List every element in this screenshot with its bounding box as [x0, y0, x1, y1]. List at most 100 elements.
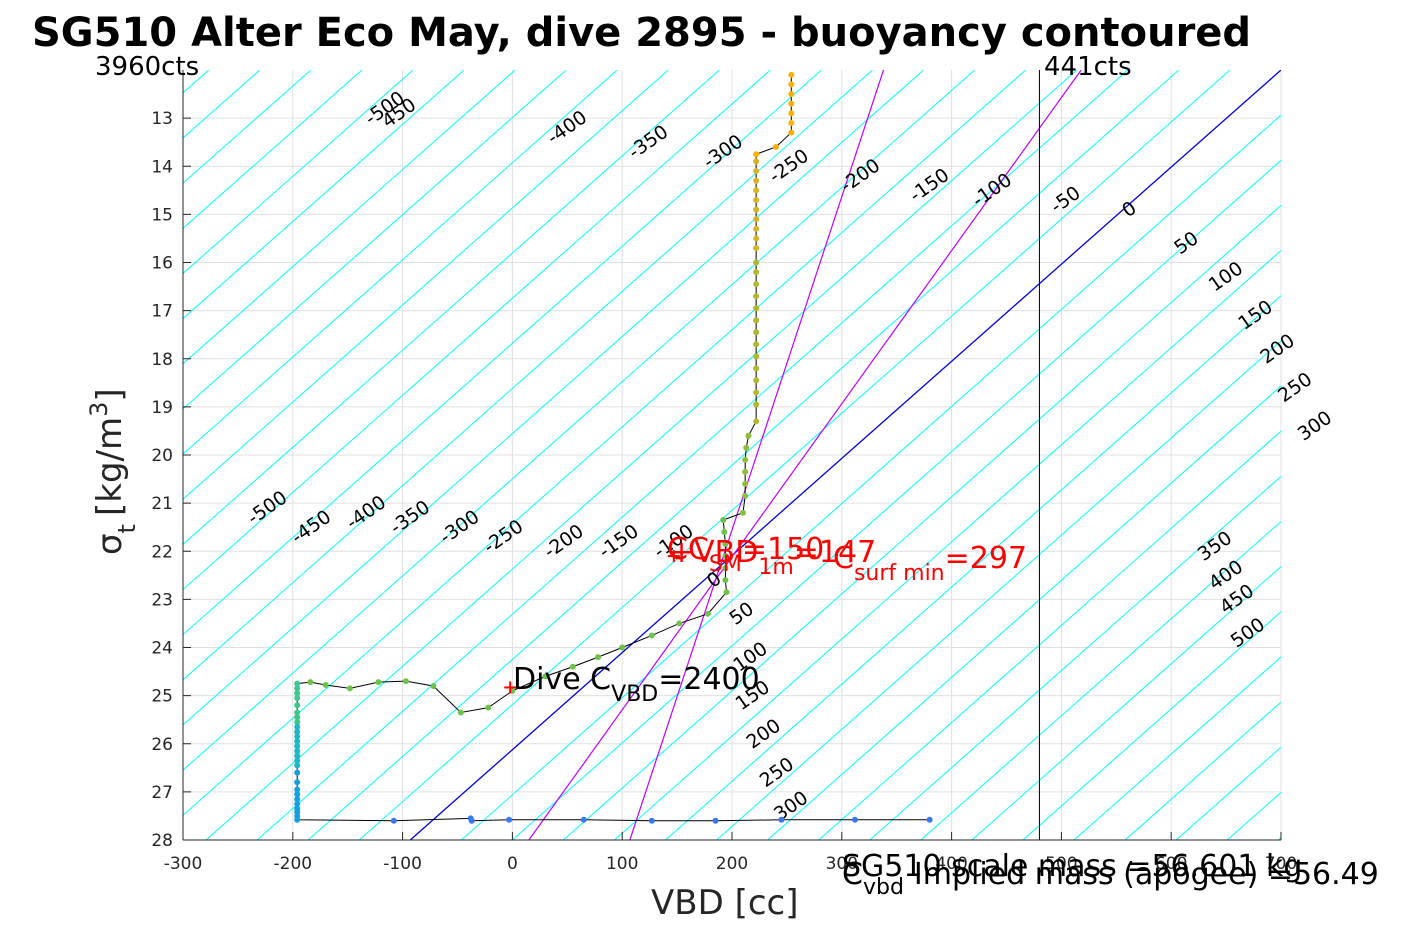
implied-mass-label: Cvbd Implied mass (apogee) =56.49: [842, 857, 1379, 900]
y-axis-label-sup: 3: [85, 402, 113, 417]
data-point: [648, 817, 655, 824]
data-point: [753, 365, 760, 372]
contour-line: [183, 70, 822, 636]
data-point: [390, 817, 397, 824]
data-point: [753, 168, 760, 175]
contour-line: [0, 70, 158, 840]
y-tick-label: 19: [151, 398, 173, 418]
data-point: [753, 216, 760, 223]
y-tick-label: 15: [151, 205, 173, 225]
data-point: [322, 682, 329, 689]
contour-line: [563, 204, 1281, 840]
data-point: [851, 816, 858, 823]
data-point: [294, 762, 301, 769]
contour-line: [183, 70, 363, 229]
surf-min-value: =297: [945, 541, 1027, 576]
scale-mass-label: SG510 scale mass =56.601 kg: [842, 849, 1302, 884]
contour-line: [183, 70, 414, 275]
contour-line: [183, 70, 618, 455]
data-point: [506, 816, 513, 823]
data-point: [294, 796, 301, 803]
data-point: [753, 305, 760, 312]
contour-line: [1277, 836, 1281, 840]
contour-line-magenta: [629, 70, 885, 840]
y-tick-label: 27: [151, 783, 173, 803]
data-point: [722, 577, 729, 584]
data-point: [648, 632, 655, 639]
contour-line: [358, 70, 1231, 840]
data-point: [721, 529, 728, 535]
data-point: [676, 620, 683, 627]
data-point: [722, 541, 729, 548]
y-tick-label: 26: [151, 735, 173, 755]
data-point: [753, 177, 760, 184]
y-tick-label: 21: [151, 494, 173, 514]
x-tick-label: 500: [1045, 854, 1077, 874]
data-point: [294, 757, 301, 764]
contour-line: [183, 70, 720, 545]
buoyancy-contours: [0, 70, 1281, 840]
data-point: [294, 695, 301, 702]
y-tick-label: 20: [151, 446, 173, 466]
x-tick-label: 700: [1265, 854, 1297, 874]
data-point: [294, 786, 301, 793]
data-point: [294, 714, 301, 721]
data-point: [294, 738, 301, 745]
data-point: [468, 817, 475, 824]
data-point: [595, 654, 602, 661]
data-point: [294, 800, 301, 807]
data-point: [788, 110, 795, 117]
x-axis-label: VBD [cc]: [651, 883, 799, 923]
chart-title: SG510 Alter Eco May, dive 2895 - buoyanc…: [32, 10, 1251, 56]
data-point: [294, 733, 301, 740]
data-point: [753, 401, 760, 408]
data-point: [743, 444, 750, 451]
y-tick-label: 24: [151, 639, 173, 659]
contour-line: [1073, 656, 1281, 840]
data-point: [753, 235, 760, 242]
data-point: [753, 329, 760, 336]
contour-line: [512, 159, 1281, 840]
y-tick-label: 22: [151, 542, 173, 562]
csm-value: =150: [742, 532, 824, 567]
contour-line: [205, 70, 1078, 840]
data-point: [402, 678, 409, 685]
data-point: [742, 468, 749, 475]
data-point: [753, 389, 760, 396]
contour-line: [920, 520, 1281, 840]
data-point: [753, 196, 760, 203]
data-point: [742, 492, 749, 499]
contour-line: [1022, 611, 1281, 840]
data-point: [788, 100, 795, 107]
contour-line: [183, 70, 771, 591]
data-point: [772, 144, 779, 150]
data-point: [294, 769, 301, 776]
implied-cvbd-main: C: [842, 857, 863, 892]
data-point: [294, 685, 301, 692]
contour-line: [461, 114, 1281, 840]
data-point: [753, 317, 760, 324]
vbd1m-value: =147: [794, 535, 876, 570]
y-ticks: 13 14 15 16 17 18 19 20 21 22 23 24 25 26 27 28: [151, 109, 191, 851]
data-point: [753, 206, 760, 213]
implied-mass-text: Implied mass (apogee) =56.49: [914, 857, 1379, 892]
surf-min-annotation: Csurf min=297: [833, 541, 1027, 586]
data-point: [294, 752, 301, 759]
surf-min-main: C: [833, 541, 854, 576]
data-point: [294, 709, 301, 716]
data-point: [722, 553, 729, 560]
data-point: [580, 816, 587, 823]
y-tick-label: 13: [151, 109, 173, 129]
data-point: [788, 91, 795, 98]
data-point: [375, 679, 382, 686]
y-tick-label: 14: [151, 157, 173, 177]
data-point: [430, 683, 437, 689]
y-axis-label-close: ]: [90, 388, 130, 401]
data-point: [542, 673, 549, 680]
y-tick-label: 16: [151, 254, 173, 274]
data-point: [788, 119, 795, 126]
data-point: [569, 663, 576, 670]
y-axis-label-sub: t: [113, 524, 141, 533]
data-point: [294, 816, 301, 823]
data-point: [742, 480, 749, 487]
